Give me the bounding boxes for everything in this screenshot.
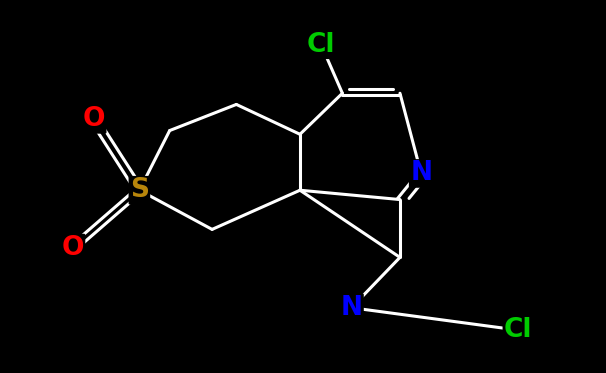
Text: Cl: Cl xyxy=(307,32,336,58)
Text: O: O xyxy=(61,235,84,261)
Text: Cl: Cl xyxy=(504,317,533,343)
Text: N: N xyxy=(341,295,362,321)
Text: O: O xyxy=(82,106,105,132)
Text: S: S xyxy=(130,177,149,203)
Text: N: N xyxy=(410,160,432,186)
